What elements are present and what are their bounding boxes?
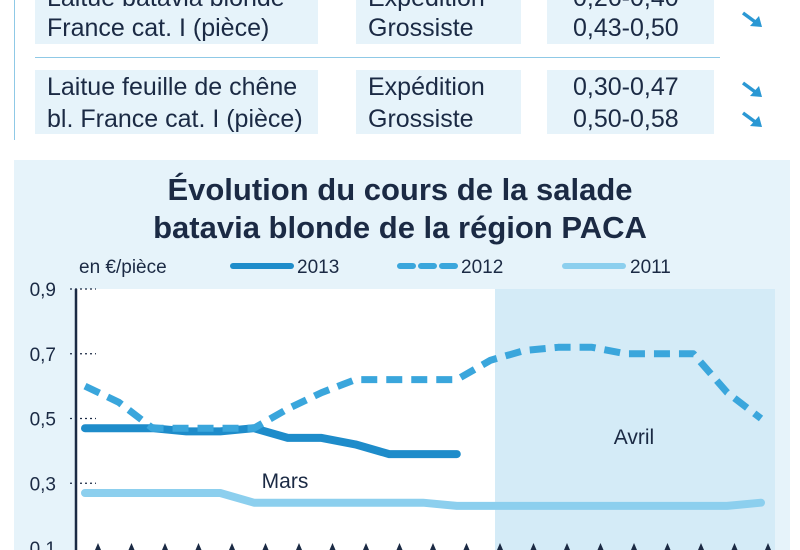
x-tick-mark [564, 543, 570, 550]
y-tick-label: 0,9 [30, 280, 56, 301]
x-tick-mark [664, 543, 671, 550]
trend-down-icon [741, 111, 762, 127]
x-tick-mark [731, 543, 738, 550]
price-range: 0,50-0,58 [573, 105, 679, 133]
price-range: 0,43-0,50 [573, 14, 679, 42]
market-label: Expédition [368, 73, 485, 101]
x-tick-mark [262, 543, 269, 550]
table-row: Laitue batavia blonde France cat. I (piè… [0, 0, 800, 44]
x-tick-mark [296, 543, 302, 550]
x-tick-mark [396, 543, 403, 550]
x-tick-mark [162, 543, 168, 550]
x-tick-mark [363, 543, 369, 550]
table-left-rule [14, 0, 15, 140]
price-cell: 0,26-0,40 0,43-0,50 [547, 0, 714, 44]
x-tick-mark [597, 543, 604, 550]
x-tick-mark [463, 543, 470, 550]
price-range: 0,26-0,40 [573, 0, 679, 14]
market-cell: Expédition Grossiste [356, 70, 521, 134]
product-name: Laitue feuille de chêne [47, 73, 298, 101]
x-tick-mark [430, 543, 436, 550]
trend-down-icon [741, 11, 762, 27]
trend-down-icon [741, 81, 762, 97]
y-tick-label: 0,5 [30, 410, 56, 431]
x-tick-mark [229, 543, 235, 550]
market-label: Expédition [368, 0, 485, 14]
product-cell: Laitue feuille de chêne bl. France cat. … [35, 70, 318, 134]
period-label: Mars [262, 470, 309, 493]
y-tick-label: 0,3 [30, 474, 56, 495]
x-tick-mark [530, 543, 537, 550]
x-tick-mark [128, 543, 135, 550]
price-table: Laitue batavia blonde France cat. I (piè… [0, 0, 800, 140]
period-band [495, 289, 775, 550]
product-detail: France cat. I (pièce) [47, 14, 270, 42]
series-line-2011 [81, 489, 765, 510]
period-label: Avril [614, 426, 654, 449]
y-tick-label: 0,1 [30, 539, 56, 550]
legend-label: 2011 [630, 257, 671, 278]
x-tick-mark [631, 543, 637, 550]
market-label: Grossiste [368, 14, 474, 42]
price-cell: 0,30-0,47 0,50-0,58 [547, 70, 714, 134]
x-tick-mark [698, 543, 704, 550]
legend-label: 2012 [461, 257, 503, 278]
market-label: Grossiste [368, 105, 474, 133]
chart-title-line-2: batavia blonde de la région PACA [153, 210, 647, 245]
market-cell: Expédition Grossiste [356, 0, 521, 44]
x-tick-mark [95, 543, 101, 550]
row-divider [35, 57, 720, 58]
x-tick-mark [195, 543, 202, 550]
unit-label: en €/pièce [79, 257, 167, 278]
product-cell: Laitue batavia blonde France cat. I (piè… [35, 0, 318, 44]
x-tick-mark [765, 543, 771, 550]
legend-label: 2013 [297, 257, 339, 278]
series-line-2012 [83, 343, 764, 432]
y-tick-label: 0,7 [30, 345, 56, 366]
price-range: 0,30-0,47 [573, 73, 679, 101]
chart-title-line-1: Évolution du cours de la salade [167, 172, 633, 207]
x-tick-mark [497, 543, 503, 550]
product-detail: bl. France cat. I (pièce) [47, 105, 303, 133]
x-tick-mark [329, 543, 336, 550]
product-name: Laitue batavia blonde [47, 0, 285, 14]
table-row: Laitue feuille de chêne bl. France cat. … [0, 70, 800, 134]
